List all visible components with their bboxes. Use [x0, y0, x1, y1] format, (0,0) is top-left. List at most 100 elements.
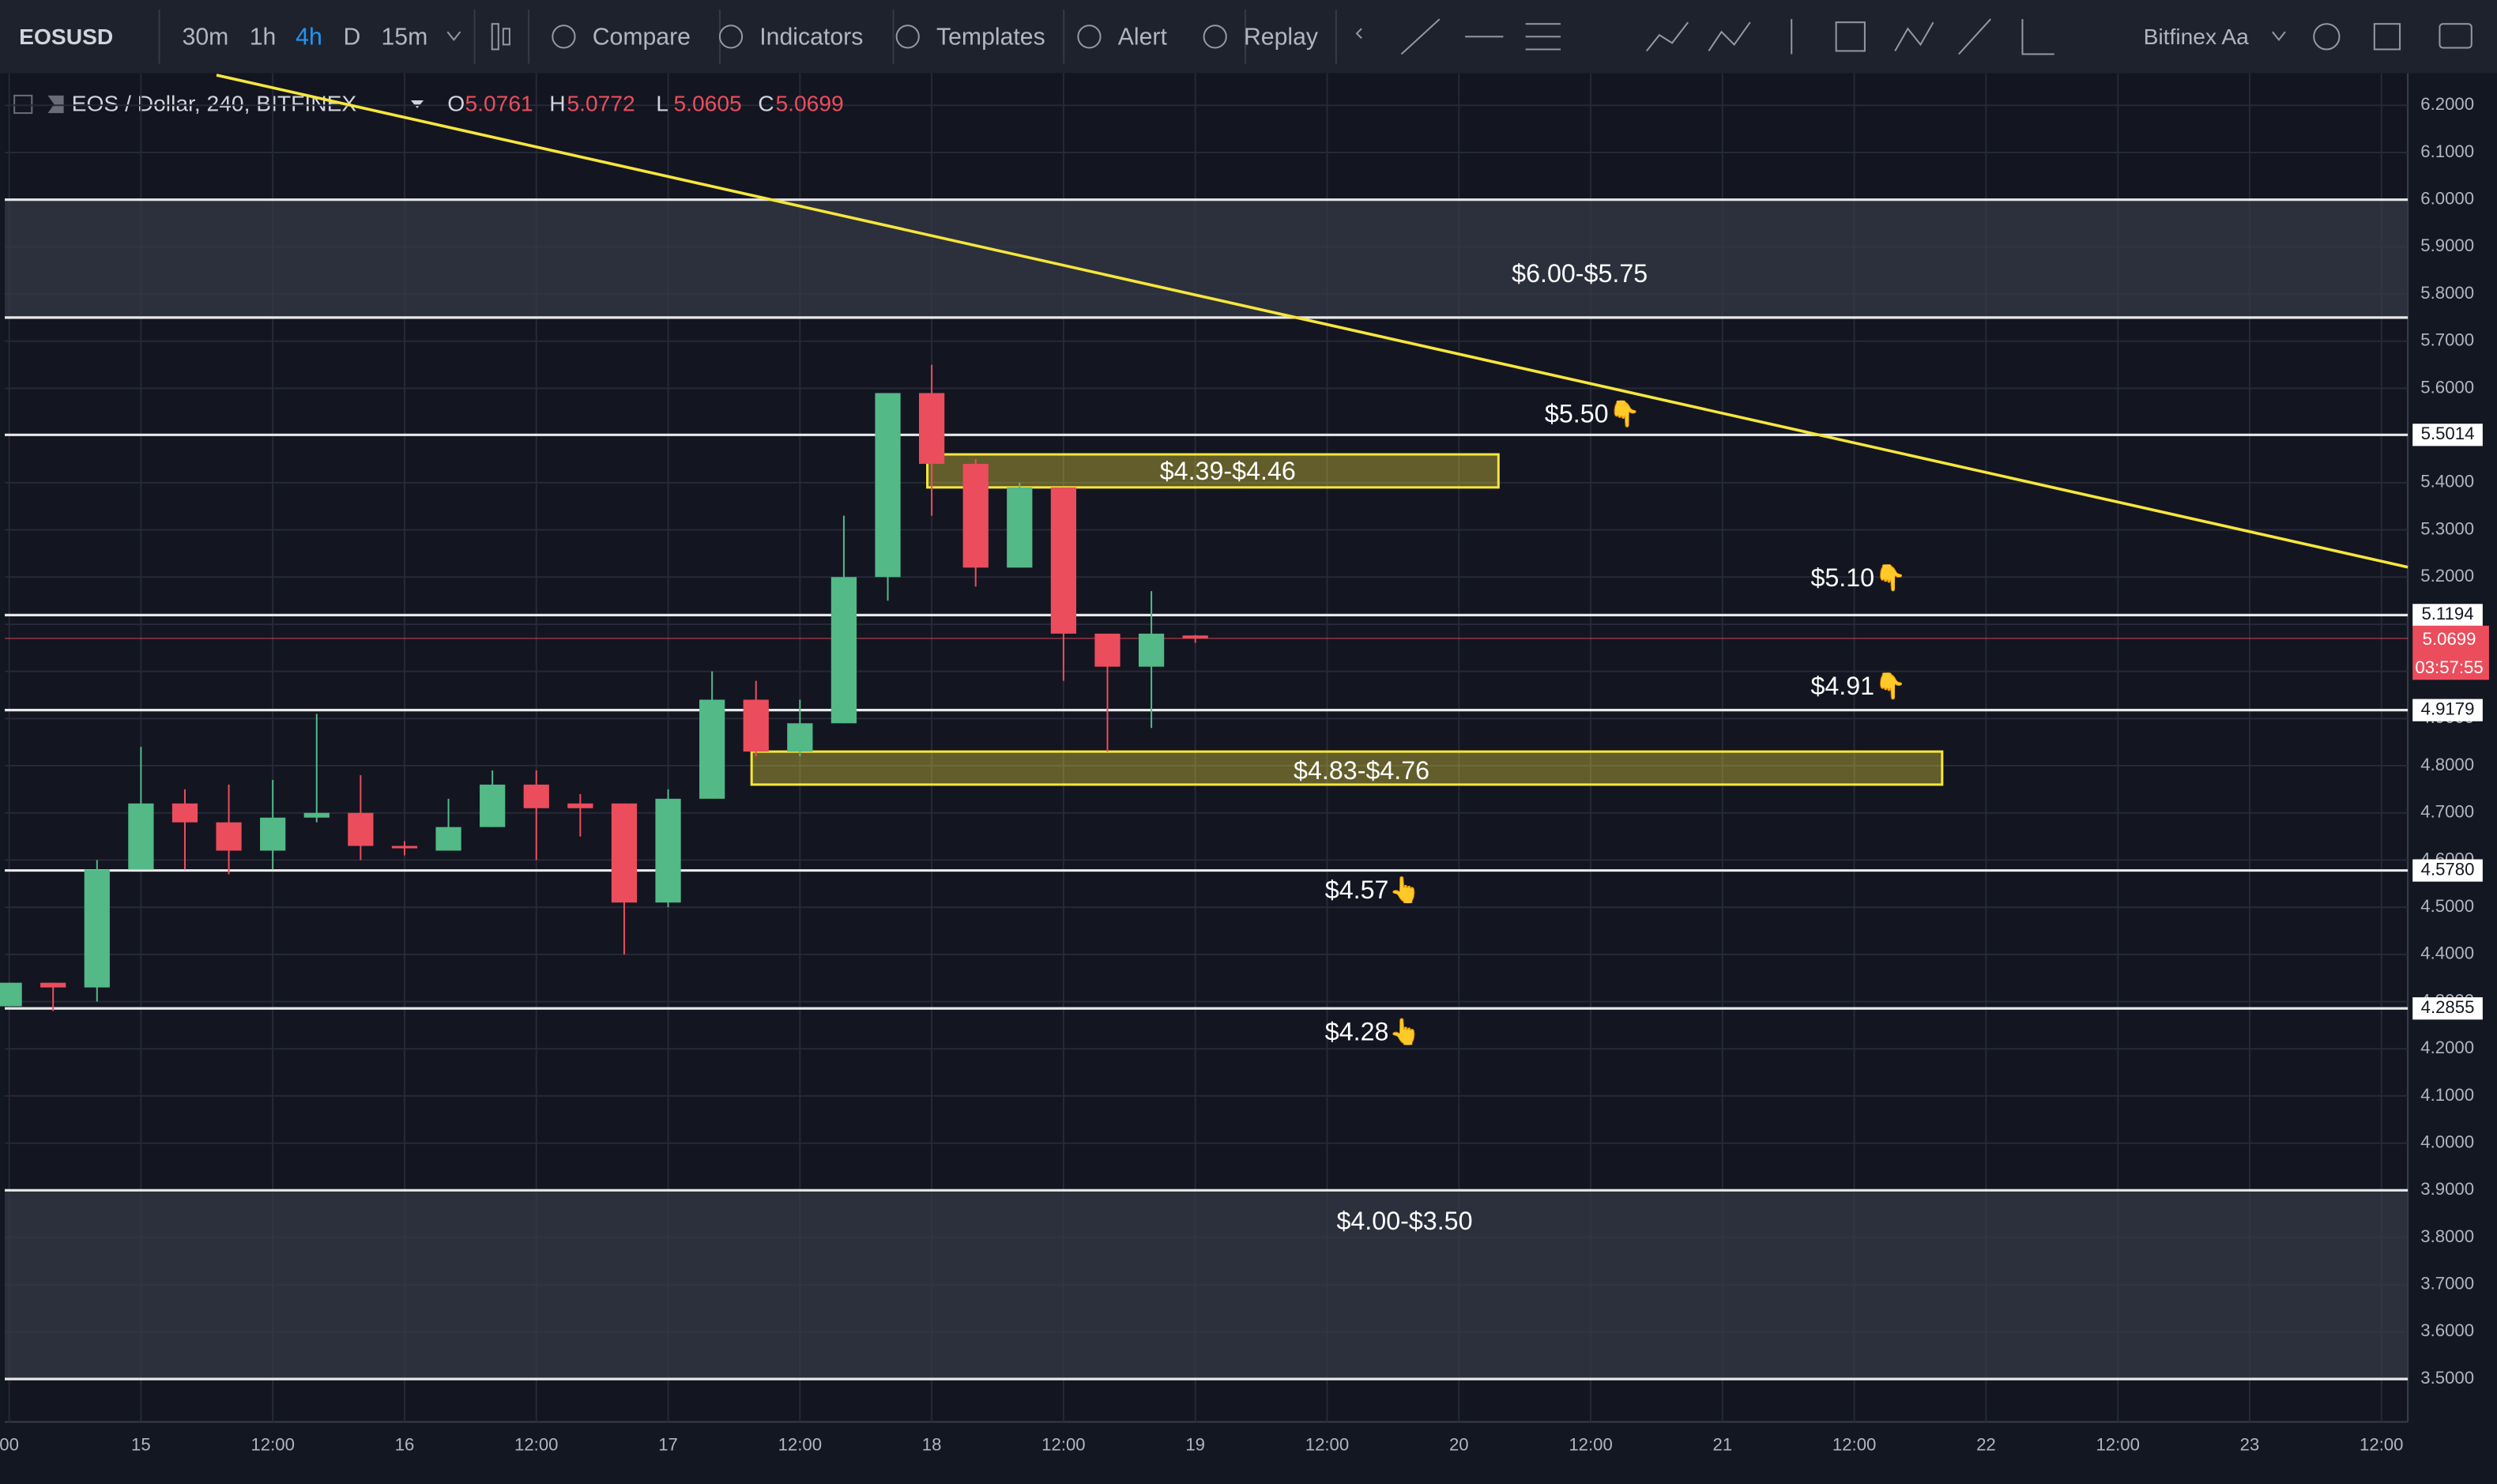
- candle-body: [260, 817, 286, 851]
- countdown: 03:57:55: [2415, 657, 2483, 677]
- candle-body: [918, 393, 945, 464]
- button-icon: [1077, 24, 1102, 49]
- x-tick-label: 12:00: [250, 1434, 294, 1454]
- x-tick-label: 17: [658, 1434, 678, 1454]
- x-tick-label: 23: [2240, 1434, 2260, 1454]
- x-tick-label: 20: [1449, 1434, 1469, 1454]
- last-price-label: 5.0699: [2423, 629, 2476, 649]
- toolbar-button[interactable]: Compare: [593, 24, 691, 50]
- button-icon: [718, 24, 744, 49]
- candle-body: [567, 803, 593, 808]
- legend-key: L: [656, 90, 669, 115]
- price-tag: [2412, 699, 2483, 721]
- x-tick-label: 12:00: [1569, 1434, 1612, 1454]
- undo-icon[interactable]: [1355, 28, 1362, 40]
- toolbar-button[interactable]: Templates: [936, 24, 1045, 50]
- exchange-label[interactable]: Bitfinex Aa: [2144, 24, 2250, 49]
- candle-body: [523, 784, 549, 808]
- candle-body: [1182, 635, 1208, 638]
- y-tick-label: 5.2000: [2420, 566, 2474, 586]
- legend-key: H: [549, 90, 565, 115]
- y-tick-label: 4.2000: [2420, 1038, 2474, 1057]
- candle-body: [84, 869, 110, 988]
- tool-icon[interactable]: [1835, 21, 1866, 52]
- legend-flag: [47, 95, 64, 114]
- y-tick-label: 3.7000: [2420, 1274, 2474, 1294]
- x-tick-label: 12:00: [1305, 1434, 1349, 1454]
- x-tick-label: 15: [131, 1434, 151, 1454]
- annotation: $4.91👇: [1810, 672, 1906, 702]
- trend-line: [216, 73, 2408, 569]
- x-tick-label: 12:00: [778, 1434, 822, 1454]
- toolbar-items: EOSUSD EOS / Dollar, 240, BITFINEX 30m 1h…: [13, 0, 2473, 115]
- tool-icon[interactable]: [1708, 21, 1751, 52]
- annotation: $6.00-$5.75: [1512, 259, 1648, 288]
- dropdown-icon[interactable]: [2272, 31, 2286, 41]
- price-tag: [2412, 997, 2483, 1020]
- y-tick-label: 6.2000: [2420, 94, 2474, 114]
- annotation: $4.00-$3.50: [1336, 1207, 1472, 1235]
- y-tick-label: 3.8000: [2420, 1226, 2474, 1246]
- chart-type-icon[interactable]: [491, 23, 499, 51]
- y-tick-label: 4.7000: [2420, 802, 2474, 822]
- annotation: $4.83-$4.76: [1294, 756, 1429, 785]
- price-tag-label: 4.2855: [2421, 997, 2475, 1017]
- symbol[interactable]: EOSUSD: [19, 24, 113, 49]
- legend-value: 5.0772: [567, 90, 635, 115]
- annotation: $4.57👆: [1325, 875, 1421, 905]
- candle-body: [0, 982, 22, 1007]
- button-icon: [552, 24, 576, 49]
- plot: 00 15 12:00 16 12:00 17 12:00 18 12:00 19 12:00 20 1…: [0, 73, 2489, 1454]
- x-tick-label: 16: [395, 1434, 415, 1454]
- y-tick-label: 5.7000: [2420, 330, 2474, 350]
- candle-body: [128, 803, 154, 870]
- tool-icon[interactable]: [2021, 19, 2054, 55]
- y-tick-label: 5.4000: [2420, 472, 2474, 492]
- toolbar-button[interactable]: Indicators: [759, 24, 863, 50]
- snapshot-icon[interactable]: [2439, 23, 2473, 49]
- interval-button[interactable]: 15m: [381, 24, 427, 50]
- fullscreen-icon[interactable]: [2373, 23, 2401, 51]
- settings-icon[interactable]: [2313, 23, 2341, 51]
- legend-value: 5.0699: [775, 90, 843, 115]
- candle-body: [348, 812, 374, 846]
- x-tick-label: 12:00: [1041, 1434, 1085, 1454]
- y-tick-label: 4.4000: [2420, 944, 2474, 963]
- y-tick-label: 4.0000: [2420, 1132, 2474, 1151]
- button-icon: [1203, 24, 1227, 49]
- x-tick-label: 21: [1713, 1434, 1733, 1454]
- chart-type-icon: [502, 28, 510, 46]
- interval-button[interactable]: 30m: [183, 24, 229, 50]
- tool-icon[interactable]: [1646, 21, 1689, 52]
- price-zone: [5, 199, 2408, 318]
- tool-icon[interactable]: [1958, 18, 1991, 55]
- interval-button[interactable]: 1h: [250, 24, 277, 50]
- candle-body: [743, 699, 769, 752]
- legend-title: EOS / Dollar, 240, BITFINEX: [72, 90, 357, 115]
- x-tick-label: 00: [0, 1434, 19, 1454]
- legend-value: 5.0761: [465, 90, 533, 115]
- legend-value: 5.0605: [673, 90, 741, 115]
- interval-button[interactable]: 4h: [296, 24, 322, 50]
- y-tick-label: 6.1000: [2420, 141, 2474, 161]
- legend-caret[interactable]: [410, 100, 424, 109]
- interval-button[interactable]: D: [343, 24, 360, 50]
- legend-toggle[interactable]: [13, 94, 33, 115]
- price-tag-label: 5.1194: [2421, 604, 2473, 623]
- annotation: $4.39-$4.46: [1160, 457, 1296, 485]
- toolbar-button[interactable]: Replay: [1244, 24, 1319, 50]
- candle-body: [391, 846, 418, 849]
- price-tag: [2412, 424, 2483, 446]
- last-price-tag: [2412, 625, 2489, 680]
- price-tag-label: 5.5014: [2421, 424, 2475, 443]
- x-tick-label: 18: [922, 1434, 942, 1454]
- candle-body: [216, 822, 242, 851]
- toolbar-button[interactable]: Alert: [1118, 24, 1168, 50]
- tool-icon[interactable]: [1894, 21, 1934, 51]
- dropdown-icon[interactable]: [446, 31, 461, 41]
- tool-icon[interactable]: [1400, 18, 1441, 55]
- zone-box: [750, 750, 1944, 786]
- price-tag-label: 4.9179: [2421, 699, 2475, 719]
